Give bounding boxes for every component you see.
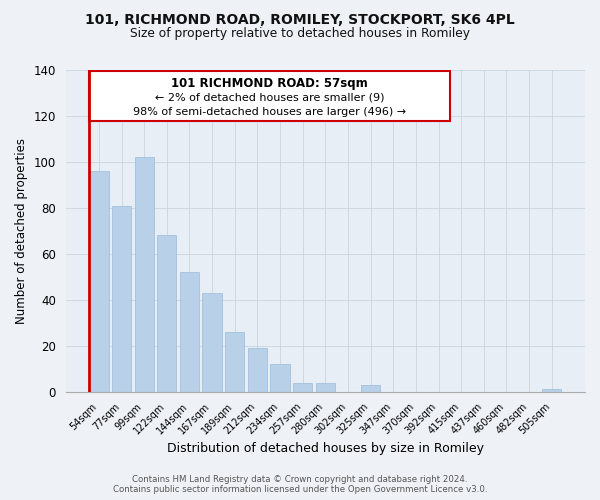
- Bar: [180, 272, 199, 392]
- Bar: [542, 390, 562, 392]
- Text: 101, RICHMOND ROAD, ROMILEY, STOCKPORT, SK6 4PL: 101, RICHMOND ROAD, ROMILEY, STOCKPORT, …: [85, 12, 515, 26]
- Bar: [293, 382, 313, 392]
- Bar: [361, 385, 380, 392]
- FancyBboxPatch shape: [89, 71, 450, 120]
- Bar: [134, 158, 154, 392]
- Text: Size of property relative to detached houses in Romiley: Size of property relative to detached ho…: [130, 28, 470, 40]
- Bar: [316, 382, 335, 392]
- Bar: [89, 171, 109, 392]
- Text: Contains public sector information licensed under the Open Government Licence v3: Contains public sector information licen…: [113, 485, 487, 494]
- Text: 101 RICHMOND ROAD: 57sqm: 101 RICHMOND ROAD: 57sqm: [171, 76, 368, 90]
- X-axis label: Distribution of detached houses by size in Romiley: Distribution of detached houses by size …: [167, 442, 484, 455]
- Bar: [225, 332, 244, 392]
- Bar: [112, 206, 131, 392]
- Bar: [157, 236, 176, 392]
- Text: Contains HM Land Registry data © Crown copyright and database right 2024.: Contains HM Land Registry data © Crown c…: [132, 475, 468, 484]
- Text: 98% of semi-detached houses are larger (496) →: 98% of semi-detached houses are larger (…: [133, 106, 406, 117]
- Bar: [202, 293, 222, 392]
- Bar: [271, 364, 290, 392]
- Bar: [248, 348, 267, 392]
- Text: ← 2% of detached houses are smaller (9): ← 2% of detached houses are smaller (9): [155, 92, 385, 102]
- Y-axis label: Number of detached properties: Number of detached properties: [15, 138, 28, 324]
